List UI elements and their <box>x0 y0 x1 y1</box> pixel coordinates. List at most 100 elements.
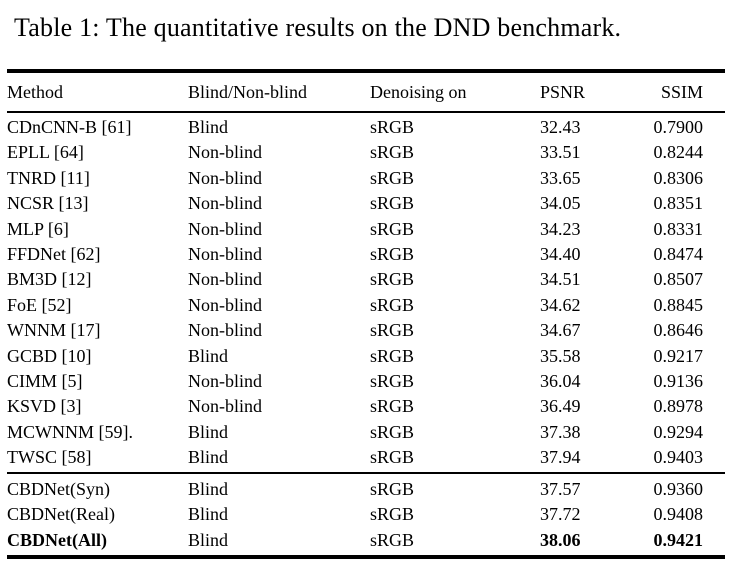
cell-psnr: 34.05 <box>540 193 581 214</box>
cell-denoising-on: sRGB <box>370 142 415 163</box>
cell-denoising-on: sRGB <box>370 447 415 468</box>
table-body-existing-methods: CDnCNN-B [61] Blind sRGB 32.43 0.7900 EPLL [6… <box>0 113 735 472</box>
cell-blind-nonblind: Non-blind <box>188 371 262 392</box>
table-body-cbdnet-variants: CBDNet(Syn) Blind sRGB 37.57 0.9360 CBDNet(Re… <box>0 474 735 555</box>
table-row: MLP [6] Non-blind sRGB 34.23 0.8331 <box>0 217 710 242</box>
cell-psnr: 36.04 <box>540 371 581 392</box>
cell-method: CDnCNN-B [61] <box>7 117 132 137</box>
cell-denoising-on: sRGB <box>370 193 415 214</box>
cell-ssim: 0.9408 <box>653 504 704 525</box>
cell-method: CIMM [5] <box>7 371 83 392</box>
cell-ssim: 0.9217 <box>653 345 704 366</box>
column-header-blind-nonblind: Blind/Non-blind <box>188 81 308 102</box>
cell-blind-nonblind: Non-blind <box>188 193 262 214</box>
cell-denoising-on: sRGB <box>370 244 415 265</box>
cell-method: EPLL [64] <box>7 142 84 163</box>
rule-bottom <box>7 554 725 559</box>
cell-blind-nonblind: Non-blind <box>188 294 262 315</box>
cell-method: CBDNet(Syn) <box>7 478 110 499</box>
cell-ssim: 0.8646 <box>653 320 704 341</box>
rule-below-header <box>7 111 725 113</box>
cell-ssim: 0.8331 <box>653 218 704 239</box>
cell-psnr: 34.23 <box>540 218 581 239</box>
cell-psnr: 35.58 <box>540 345 581 366</box>
cell-method: KSVD [3] <box>7 396 82 417</box>
table-row: FoE [52] Non-blind sRGB 34.62 0.8845 <box>0 293 710 318</box>
cell-blind-nonblind: Non-blind <box>188 218 262 239</box>
column-header-ssim: SSIM <box>660 81 703 102</box>
cell-psnr: 37.72 <box>540 504 581 525</box>
cell-denoising-on: sRGB <box>370 421 415 442</box>
cell-psnr: 34.40 <box>540 244 581 265</box>
table-row: CBDNet(All) Blind sRGB 38.06 0.9421 <box>0 528 710 553</box>
cell-denoising-on: sRGB <box>370 117 415 137</box>
table-row: EPLL [64] Non-blind sRGB 33.51 0.8244 <box>0 140 710 165</box>
cell-psnr: 37.38 <box>540 421 581 442</box>
cell-ssim: 0.8978 <box>653 396 704 417</box>
cell-denoising-on: sRGB <box>370 320 415 341</box>
cell-denoising-on: sRGB <box>370 269 415 290</box>
cell-denoising-on: sRGB <box>370 396 415 417</box>
table-header-row: Method Blind/Non-blind Denoising on PSNR… <box>0 73 710 111</box>
cell-ssim: 0.8306 <box>653 167 704 188</box>
cell-blind-nonblind: Blind <box>188 345 229 366</box>
cell-denoising-on: sRGB <box>370 294 415 315</box>
cell-psnr: 34.51 <box>540 269 581 290</box>
cell-method: NCSR [13] <box>7 193 89 214</box>
cell-psnr: 33.51 <box>540 142 581 163</box>
cell-blind-nonblind: Blind <box>188 421 229 442</box>
table-row: FFDNet [62] Non-blind sRGB 34.40 0.8474 <box>0 242 710 267</box>
table-row: TNRD [11] Non-blind sRGB 33.65 0.8306 <box>0 166 710 191</box>
cell-method: WNNM [17] <box>7 320 101 341</box>
cell-blind-nonblind: Non-blind <box>188 142 262 163</box>
cell-method: FoE [52] <box>7 294 72 315</box>
cell-psnr: 34.62 <box>540 294 581 315</box>
cell-denoising-on: sRGB <box>370 504 415 525</box>
cell-method: FFDNet [62] <box>7 244 101 265</box>
cell-blind-nonblind: Non-blind <box>188 244 262 265</box>
cell-ssim: 0.9421 <box>653 529 704 550</box>
table-row: BM3D [12] Non-blind sRGB 34.51 0.8507 <box>0 267 710 292</box>
rule-top <box>7 69 725 73</box>
cell-method: MCWNNM [59]. <box>7 421 133 442</box>
table-row: NCSR [13] Non-blind sRGB 34.05 0.8351 <box>0 191 710 216</box>
cell-blind-nonblind: Non-blind <box>188 167 262 188</box>
cell-denoising-on: sRGB <box>370 529 415 550</box>
cell-denoising-on: sRGB <box>370 345 415 366</box>
cell-blind-nonblind: Blind <box>188 447 229 468</box>
cell-method: CBDNet(All) <box>7 529 107 550</box>
cell-method: GCBD [10] <box>7 345 92 366</box>
cell-psnr: 34.67 <box>540 320 581 341</box>
cell-ssim: 0.8845 <box>653 294 704 315</box>
column-header-denoising-on: Denoising on <box>370 81 467 102</box>
table-row: TWSC [58] Blind sRGB 37.94 0.9403 <box>0 445 710 470</box>
rule-mid-section <box>7 471 725 474</box>
cell-denoising-on: sRGB <box>370 167 415 188</box>
table-row: CDnCNN-B [61] Blind sRGB 32.43 0.7900 <box>0 115 710 140</box>
cell-ssim: 0.9294 <box>653 421 704 442</box>
table-row: MCWNNM [59]. Blind sRGB 37.38 0.9294 <box>0 420 710 445</box>
cell-denoising-on: sRGB <box>370 218 415 239</box>
cell-denoising-on: sRGB <box>370 371 415 392</box>
cell-blind-nonblind: Blind <box>188 478 229 499</box>
table-row: CBDNet(Real) Blind sRGB 37.72 0.9408 <box>0 502 710 527</box>
cell-psnr: 32.43 <box>540 117 581 137</box>
cell-psnr: 38.06 <box>540 529 581 550</box>
cell-ssim: 0.8507 <box>653 269 704 290</box>
cell-method: TNRD [11] <box>7 167 90 188</box>
cell-psnr: 33.65 <box>540 167 581 188</box>
cell-method: BM3D [12] <box>7 269 92 290</box>
cell-method: MLP [6] <box>7 218 69 239</box>
results-table: Method Blind/Non-blind Denoising on PSNR… <box>0 69 735 559</box>
table-row: GCBD [10] Blind sRGB 35.58 0.9217 <box>0 344 710 369</box>
cell-denoising-on: sRGB <box>370 478 415 499</box>
cell-psnr: 37.57 <box>540 478 581 499</box>
cell-blind-nonblind: Non-blind <box>188 396 262 417</box>
table-row: WNNM [17] Non-blind sRGB 34.67 0.8646 <box>0 318 710 343</box>
cell-blind-nonblind: Blind <box>188 117 229 137</box>
cell-method: CBDNet(Real) <box>7 504 115 525</box>
column-header-psnr: PSNR <box>540 81 586 102</box>
cell-ssim: 0.9136 <box>653 371 704 392</box>
cell-blind-nonblind: Blind <box>188 529 229 550</box>
cell-ssim: 0.9360 <box>653 478 704 499</box>
